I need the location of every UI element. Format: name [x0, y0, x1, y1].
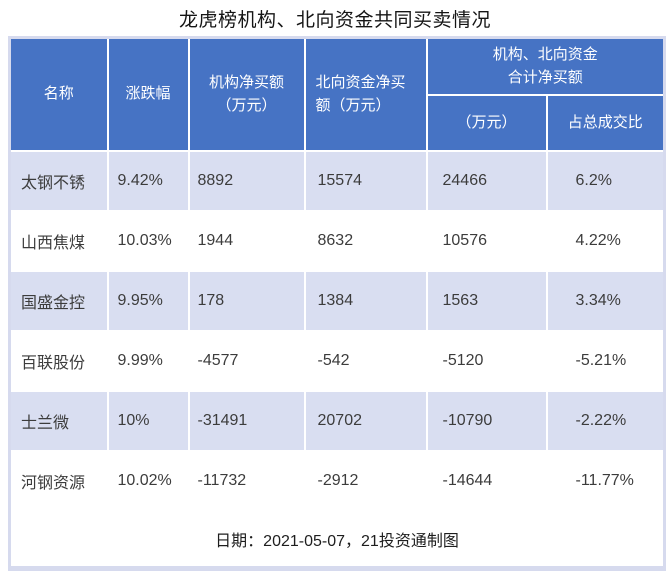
cell-total-net-buy: 24466 [425, 150, 548, 212]
col-header-inst-net-buy: 机构净买额 （万元） [187, 36, 306, 152]
cell-total-net-buy: -5120 [425, 330, 548, 392]
cell-total-net-buy: 1563 [425, 270, 548, 332]
cell-turnover-ratio: 4.22% [545, 210, 666, 272]
table-footer: 日期：2021-05-07，21投资通制图 [8, 510, 666, 570]
col-header-total-net-buy-group: 机构、北向资金 合计净买额 [425, 36, 666, 96]
cell-total-net-buy: 10576 [425, 210, 548, 272]
col-header-name: 名称 [8, 36, 109, 152]
cell-inst-net-buy: 178 [187, 270, 306, 332]
cell-name: 河钢资源 [8, 450, 109, 512]
cell-change-pct: 9.99% [106, 330, 190, 392]
col-header-turnover-ratio: 占总成交比 [545, 94, 666, 152]
cell-total-net-buy: -14644 [425, 450, 548, 512]
cell-name: 百联股份 [8, 330, 109, 392]
cell-turnover-ratio: 3.34% [545, 270, 666, 332]
cell-inst-net-buy: -4577 [187, 330, 306, 392]
cell-name: 国盛金控 [8, 270, 109, 332]
cell-north-net-buy: 20702 [303, 390, 428, 452]
cell-north-net-buy: -542 [303, 330, 428, 392]
cell-north-net-buy: -2912 [303, 450, 428, 512]
table-row: 百联股份 9.99% -4577 -542 -5120 -5.21% [8, 330, 666, 392]
cell-change-pct: 10.02% [106, 450, 190, 512]
cell-north-net-buy: 1384 [303, 270, 428, 332]
cell-inst-net-buy: -11732 [187, 450, 306, 512]
cell-turnover-ratio: 6.2% [545, 150, 666, 212]
cell-inst-net-buy: -31491 [187, 390, 306, 452]
table-header: 名称 涨跌幅 机构净买额 （万元） 北向资金净买 额（万元） 机构、北向资金 合… [8, 36, 666, 152]
cell-turnover-ratio: -2.22% [545, 390, 666, 452]
cell-north-net-buy: 15574 [303, 150, 428, 212]
cell-turnover-ratio: -5.21% [545, 330, 666, 392]
cell-name: 山西焦煤 [8, 210, 109, 272]
cell-name: 士兰微 [8, 390, 109, 452]
col-header-north-net-buy: 北向资金净买 额（万元） [303, 36, 428, 152]
cell-name: 太钢不锈 [8, 150, 109, 212]
cell-change-pct: 10.03% [106, 210, 190, 272]
page-title: 龙虎榜机构、北向资金共同买卖情况 [178, 10, 491, 31]
cell-change-pct: 10% [106, 390, 190, 452]
cell-turnover-ratio: -11.77% [545, 450, 666, 512]
lhb-table: 名称 涨跌幅 机构净买额 （万元） 北向资金净买 额（万元） 机构、北向资金 合… [8, 36, 667, 571]
col-header-change-pct: 涨跌幅 [106, 36, 190, 152]
table-row: 山西焦煤 10.03% 1944 8632 10576 4.22% [8, 210, 666, 272]
cell-north-net-buy: 8632 [303, 210, 428, 272]
table-row: 国盛金控 9.95% 178 1384 1563 3.34% [8, 270, 666, 332]
cell-total-net-buy: -10790 [425, 390, 548, 452]
cell-inst-net-buy: 8892 [187, 150, 306, 212]
col-header-total-wan-yuan: （万元） [425, 94, 548, 152]
table-body: 太钢不锈 9.42% 8892 15574 24466 6.2% 山西焦煤 10… [8, 150, 666, 512]
footer-caption: 日期：2021-05-07，21投资通制图 [8, 510, 666, 570]
table-row: 太钢不锈 9.42% 8892 15574 24466 6.2% [8, 150, 666, 212]
cell-change-pct: 9.95% [106, 270, 190, 332]
table-row: 河钢资源 10.02% -11732 -2912 -14644 -11.77% [8, 450, 666, 512]
table-row: 士兰微 10% -31491 20702 -10790 -2.22% [8, 390, 666, 452]
cell-change-pct: 9.42% [106, 150, 190, 212]
cell-inst-net-buy: 1944 [187, 210, 306, 272]
